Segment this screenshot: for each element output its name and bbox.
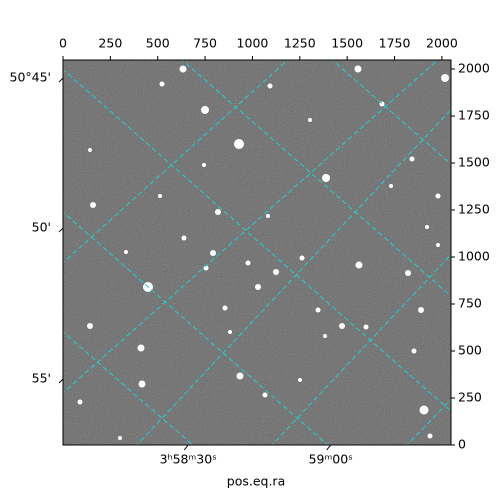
ra-tick <box>183 444 189 451</box>
x-tick-label: 1750 <box>379 36 411 51</box>
y-tick-label: 0 <box>458 437 466 452</box>
image <box>63 60 451 445</box>
x-tick-label: 500 <box>146 36 170 51</box>
axes-frame <box>62 59 452 446</box>
y-tick-label: 1500 <box>458 155 490 170</box>
dec-tick <box>58 227 64 233</box>
dec-tick-label: 50' <box>32 220 51 235</box>
dec-tick <box>58 77 64 83</box>
x-tick-label: 0 <box>59 36 67 51</box>
x-axis-label: pos.eq.ra <box>227 474 285 489</box>
x-tick-label: 1250 <box>284 36 316 51</box>
dec-tick-label: 50°45' <box>10 70 52 85</box>
ra-tick-label: 59ᵐ00ˢ <box>309 452 353 467</box>
ra-tick <box>326 444 332 451</box>
dec-tick-label: 55' <box>32 371 51 386</box>
y-tick-label: 500 <box>458 343 482 358</box>
y-tick-label: 1000 <box>458 249 490 264</box>
x-tick-label: 1000 <box>237 36 269 51</box>
y-tick-label: 1250 <box>458 202 490 217</box>
x-tick-label: 2000 <box>426 36 458 51</box>
stars <box>77 65 449 440</box>
x-tick-label: 750 <box>193 36 217 51</box>
y-tick-label: 2000 <box>458 61 490 76</box>
y-tick-label: 750 <box>458 296 482 311</box>
y-tick-label: 1750 <box>458 108 490 123</box>
dec-tick <box>58 378 64 384</box>
x-tick-label: 250 <box>98 36 122 51</box>
ra-tick-label: 3ʰ58ᵐ30ˢ <box>160 452 217 467</box>
x-tick-label: 1500 <box>331 36 363 51</box>
y-tick-label: 250 <box>458 390 482 405</box>
